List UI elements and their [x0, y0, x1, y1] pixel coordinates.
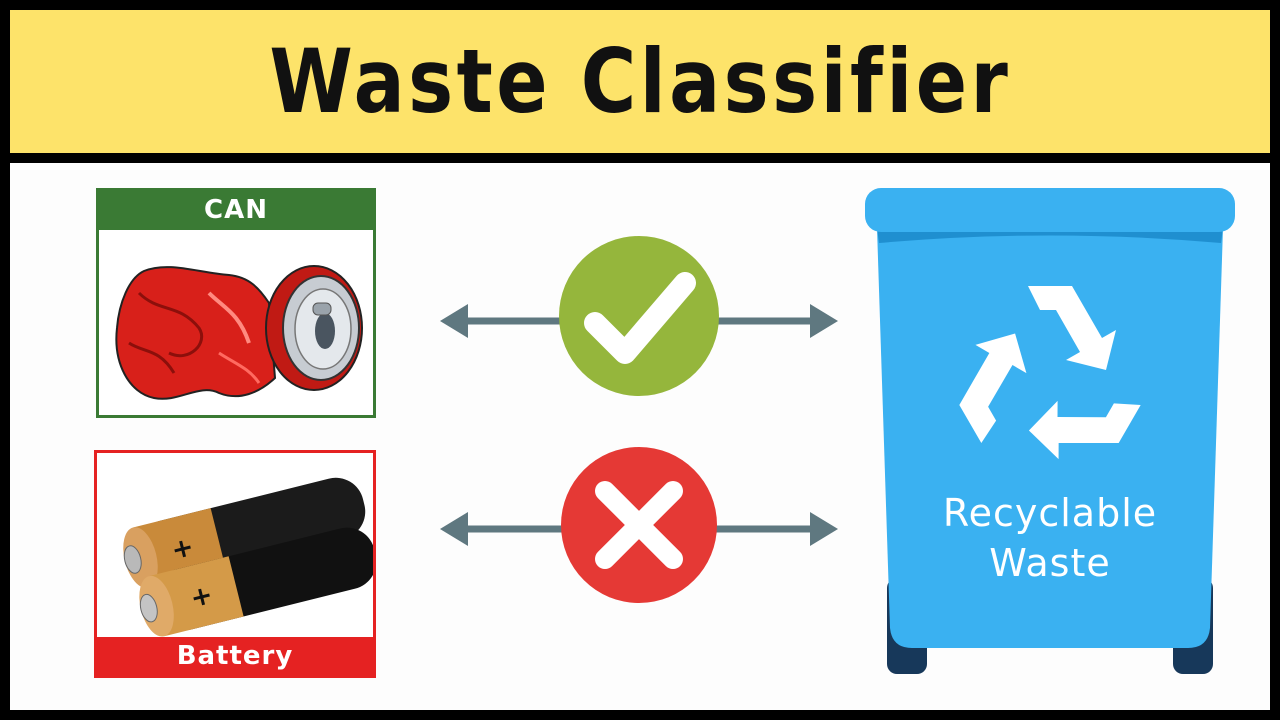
battery-image: + + — [97, 455, 373, 637]
bin-label: Recyclable Waste — [942, 491, 1158, 585]
can-label: CAN — [99, 191, 373, 230]
page-title: Waste Classifier — [269, 30, 1011, 133]
check-icon — [559, 236, 719, 396]
header-banner: Waste Classifier — [10, 10, 1270, 153]
recycle-bin: Recyclable Waste — [865, 188, 1235, 678]
cross-icon — [561, 447, 717, 603]
recycle-icon — [959, 286, 1141, 460]
verdict-arrows — [440, 236, 838, 603]
battery-label: Battery — [97, 637, 373, 675]
battery-card: + + Battery — [94, 450, 376, 678]
can-card: CAN — [96, 188, 376, 418]
content-area: CAN — [10, 163, 1270, 710]
crushed-can-image — [99, 233, 373, 415]
